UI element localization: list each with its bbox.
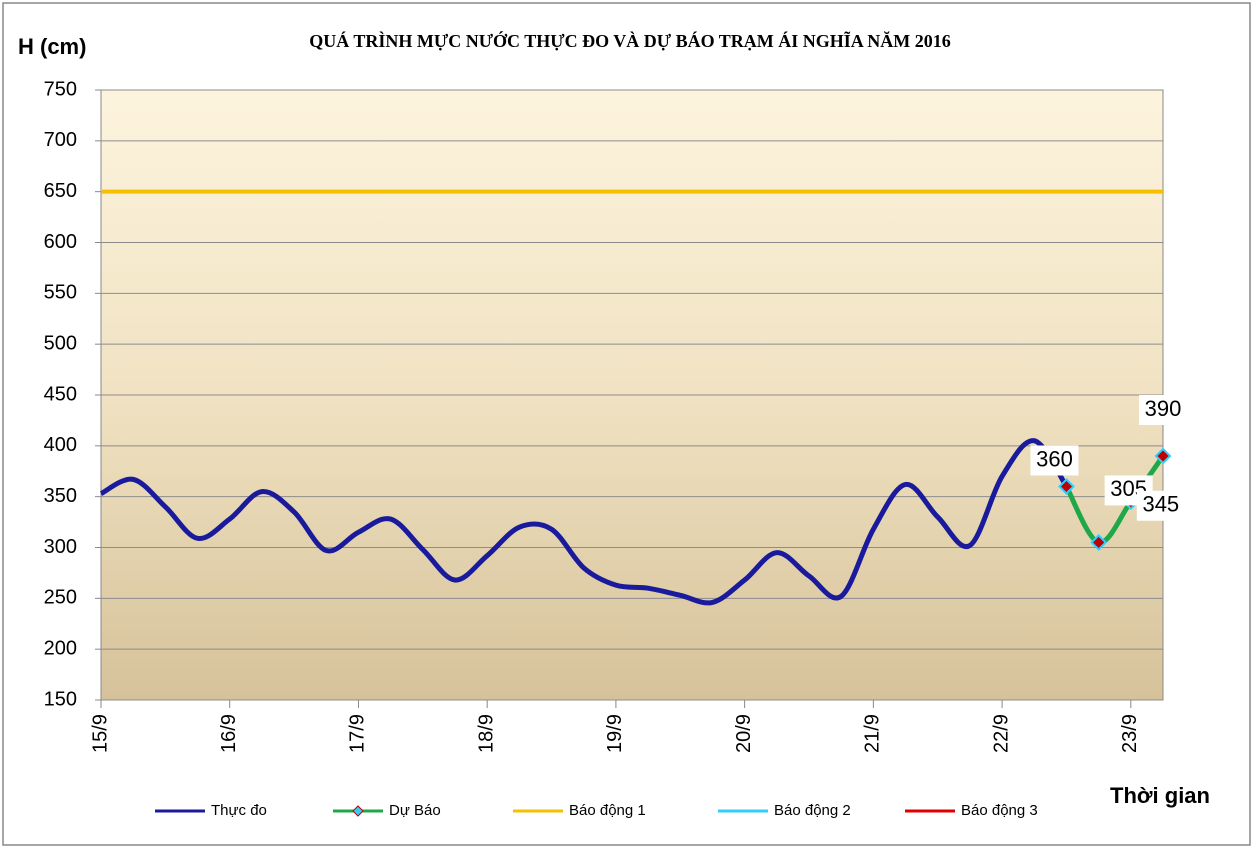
x-tick-label: 16/9 <box>218 714 240 753</box>
x-tick-label: 15/9 <box>89 714 111 753</box>
legend-marker <box>352 805 364 817</box>
marker <box>1058 478 1075 495</box>
y-tick-label: 700 <box>44 129 77 151</box>
y-tick-label: 350 <box>44 485 77 507</box>
marker <box>1154 447 1172 465</box>
legend-label: Báo động 3 <box>961 802 1038 819</box>
chart-title: QUÁ TRÌNH MỰC NƯỚC THỰC ĐO VÀ DỰ BÁO TRẠ… <box>309 30 951 51</box>
y-tick-label: 450 <box>44 383 77 405</box>
y-tick-label: 550 <box>44 282 77 304</box>
data-label: 345 <box>1142 492 1179 517</box>
x-axis-label: Thời gian <box>1110 783 1210 808</box>
x-tick-label: 22/9 <box>990 714 1012 753</box>
legend-label: Dự Báo <box>389 802 441 819</box>
data-label: 360 <box>1036 446 1073 471</box>
legend-label: Báo động 1 <box>569 802 646 819</box>
x-tick-label: 19/9 <box>604 714 626 753</box>
y-tick-label: 400 <box>44 434 77 456</box>
y-tick-label: 150 <box>44 688 77 710</box>
data-label-box <box>1030 445 1079 476</box>
data-label-box <box>1139 395 1187 425</box>
y-tick-label: 600 <box>44 231 77 253</box>
x-tick-label: 17/9 <box>347 714 369 753</box>
data-line <box>99 438 1069 606</box>
y-tick-label: 750 <box>44 78 77 100</box>
x-tick-label: 20/9 <box>733 714 755 753</box>
y-axis-label: H (cm) <box>18 34 86 59</box>
legend-label: Thực đo <box>211 802 267 819</box>
y-tick-label: 300 <box>44 536 77 558</box>
data-label-box <box>1136 490 1185 521</box>
legend: Thực đo Dự Báo Báo động 1 Báo động 2 Báo độn… <box>155 802 1038 819</box>
marker <box>1090 534 1108 551</box>
x-tick-label: 21/9 <box>862 714 884 753</box>
y-tick-label: 500 <box>44 332 77 354</box>
y-tick-label: 650 <box>44 180 77 202</box>
y-tick-label: 250 <box>44 587 77 609</box>
legend-label: Báo động 2 <box>774 802 851 819</box>
x-tick-label: 23/9 <box>1119 714 1141 753</box>
data-label: 390 <box>1145 396 1182 421</box>
x-tick-label: 18/9 <box>475 714 497 753</box>
grid: 150 200 250 300 350 400 450 500 550 600 650 700 750 1… <box>44 78 1163 753</box>
y-tick-label: 200 <box>44 637 77 659</box>
